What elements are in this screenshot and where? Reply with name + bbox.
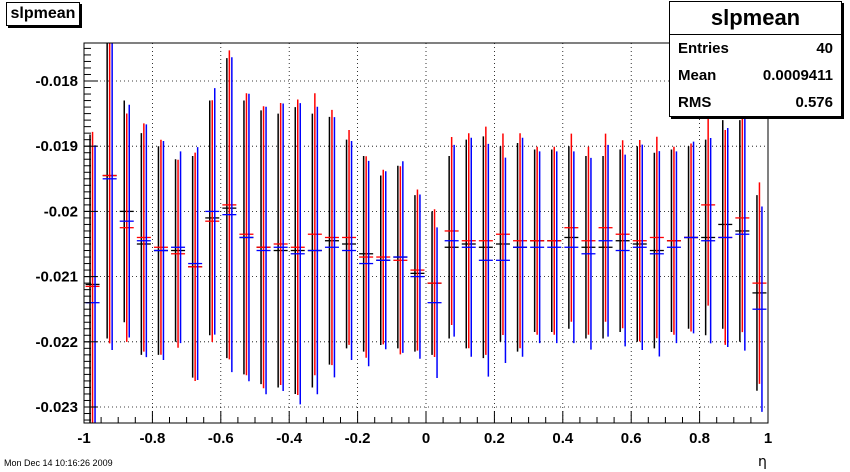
stats-row-rms: RMS 0.576 <box>670 89 841 116</box>
x-tick-label: -0.2 <box>345 430 371 447</box>
x-tick-label: 0 <box>422 430 430 447</box>
x-tick-label: 0.8 <box>689 430 710 447</box>
x-tick-label: -1 <box>77 430 90 447</box>
x-tick-label: -0.8 <box>139 430 165 447</box>
x-tick-label: 0.2 <box>484 430 505 447</box>
y-tick-label: -0.02 <box>44 203 78 220</box>
y-tick-label: -0.022 <box>35 334 78 351</box>
stats-title: slpmean <box>670 2 841 35</box>
y-tick-label: -0.023 <box>35 399 78 416</box>
stats-label: RMS <box>678 94 712 111</box>
timestamp: Mon Dec 14 10:16:26 2009 <box>4 458 113 468</box>
x-tick-label: -0.6 <box>208 430 234 447</box>
stats-row-mean: Mean 0.0009411 <box>670 62 841 89</box>
x-tick-label: 0.6 <box>621 430 642 447</box>
histogram-title: slpmean <box>6 2 80 26</box>
grid-lines <box>84 43 768 423</box>
stats-value: 0.0009411 <box>762 67 833 84</box>
x-tick-label: 0.4 <box>552 430 574 447</box>
x-axis-label: η <box>758 454 767 470</box>
y-tick-label: -0.021 <box>35 269 78 286</box>
axes: -1 -0.8 -0.6 -0.4 -0.2 0 0.2 0.4 0.6 0.8 1 -0.023 -0… <box>35 47 772 447</box>
x-tick-label: -0.4 <box>276 430 303 447</box>
x-tick-label: 1 <box>764 430 772 447</box>
stats-value: 0.576 <box>795 94 833 111</box>
y-tick-label: -0.019 <box>35 138 78 155</box>
data-points <box>85 43 767 423</box>
stats-value: 40 <box>816 40 833 57</box>
stats-box: slpmean Entries 40 Mean 0.0009411 RMS 0.… <box>669 1 842 117</box>
y-tick-label: -0.018 <box>35 73 78 90</box>
stats-label: Entries <box>678 40 729 57</box>
stats-label: Mean <box>678 67 717 84</box>
stats-row-entries: Entries 40 <box>670 35 841 62</box>
